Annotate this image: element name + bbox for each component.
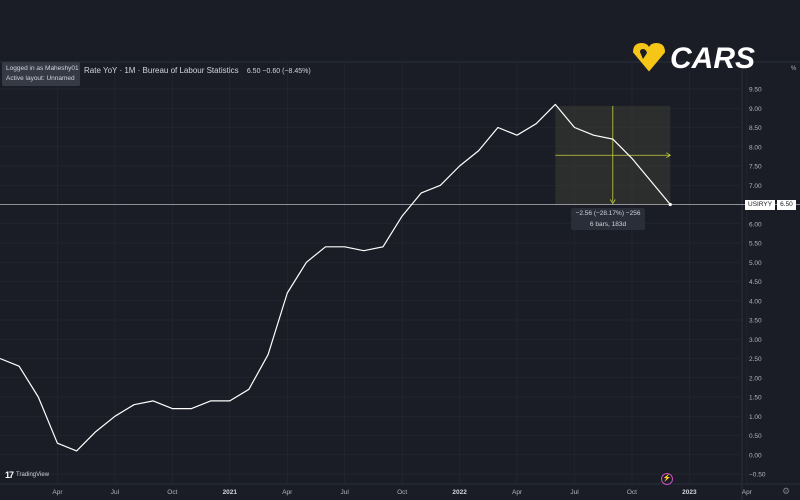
- x-tick-label: Apr: [742, 489, 753, 496]
- y-tick-label: 3.00: [749, 337, 762, 344]
- y-tick-label: 0.00: [749, 452, 762, 459]
- ticker-name: USIRYY: [745, 200, 776, 210]
- x-tick-label: 2022: [452, 489, 467, 496]
- last-price-tag: USIRYY 6.50: [745, 200, 796, 210]
- tradingview-mark-icon: 17: [5, 470, 14, 480]
- gear-icon[interactable]: ⚙: [782, 486, 791, 496]
- y-tick-label: 9.00: [749, 106, 762, 113]
- x-tick-label: Jul: [111, 489, 120, 496]
- measure-tooltip: −2.56 (−28.17%) −256 6 bars, 183d: [571, 208, 645, 230]
- ticker-value: 6.50: [777, 200, 796, 210]
- flash-icon[interactable]: ⚡: [661, 473, 673, 485]
- y-tick-label: 8.00: [749, 144, 762, 151]
- x-tick-label: Apr: [282, 489, 293, 496]
- y-tick-label: 3.50: [749, 318, 762, 325]
- x-tick-label: 2023: [682, 489, 697, 496]
- y-tick-label: 5.50: [749, 241, 762, 248]
- x-tick-label: Apr: [52, 489, 63, 496]
- measure-area: [555, 105, 672, 205]
- logo-text: CARS: [670, 42, 755, 75]
- y-tick-label: −0.50: [749, 472, 766, 479]
- time-axis[interactable]: Apr Jul Oct 2021 Apr Jul Oct 2022 Apr Jul Oct 2023 A…: [52, 489, 752, 496]
- y-tick-label: 2.00: [749, 375, 762, 382]
- cars-logo: CARS: [632, 42, 755, 75]
- x-tick-label: Apr: [512, 489, 523, 496]
- symbol-value-change: 6.50 −0.60 (−8.45%): [246, 68, 311, 75]
- y-tick-label: 7.00: [749, 183, 762, 190]
- login-user-text: Logged in as Maheshy01: [6, 65, 79, 72]
- y-tick-label: 7.50: [749, 164, 762, 171]
- x-tick-label: Oct: [167, 489, 177, 496]
- y-tick-label: 0.50: [749, 433, 762, 440]
- y-tick-label: 8.50: [749, 125, 762, 132]
- price-axis[interactable]: 9.509.008.508.007.507.006.506.005.505.00…: [749, 87, 766, 479]
- symbol-title: Rate YoY · 1M · Bureau of Labour Statist…: [84, 66, 239, 75]
- measure-arrow-right: [666, 152, 672, 159]
- y-tick-label: 1.50: [749, 395, 762, 402]
- y-tick-label: 4.00: [749, 298, 762, 305]
- login-info-box: Logged in as Maheshy01 Active layout: Un…: [2, 62, 80, 86]
- x-tick-label: Oct: [397, 489, 407, 496]
- symbol-title-row: Rate YoY · 1M · Bureau of Labour Statist…: [84, 66, 311, 75]
- y-tick-label: 9.50: [749, 87, 762, 94]
- y-tick-label: 5.00: [749, 260, 762, 267]
- y-tick-label: 4.50: [749, 279, 762, 286]
- grid-lines: [0, 61, 800, 500]
- x-tick-label: Jul: [341, 489, 350, 496]
- x-tick-label: Jul: [570, 489, 579, 496]
- axis-unit-label: %: [791, 66, 797, 72]
- active-layout-text: Active layout: Unnamed: [6, 75, 75, 82]
- x-tick-label: Oct: [627, 489, 637, 496]
- tradingview-label: TradingView: [16, 472, 50, 478]
- measure-change-text: −2.56 (−28.17%) −256: [575, 210, 641, 217]
- series-line: [0, 103, 671, 452]
- y-tick-label: 1.00: [749, 414, 762, 421]
- x-tick-label: 2021: [223, 489, 238, 496]
- y-tick-label: 2.50: [749, 356, 762, 363]
- measure-arrow-down: [609, 199, 616, 205]
- measure-range-text: 6 bars, 183d: [589, 221, 627, 228]
- tradingview-logo[interactable]: 17 TradingView: [5, 470, 49, 480]
- y-tick-label: 6.00: [749, 221, 762, 228]
